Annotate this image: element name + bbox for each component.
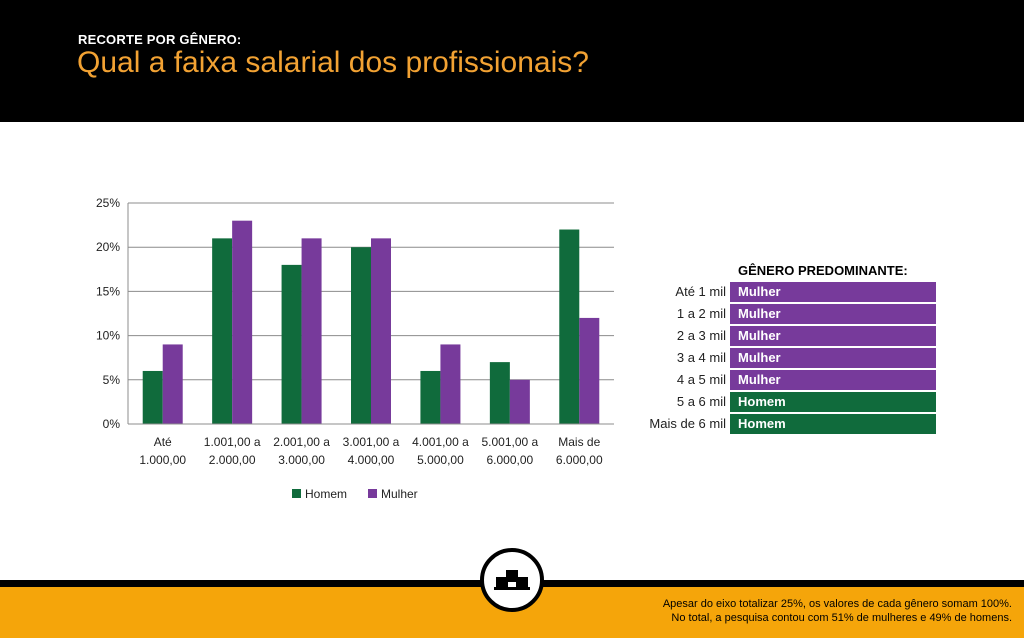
bar-homem	[559, 229, 580, 424]
x-tick-label: 3.001,00 a	[343, 435, 400, 449]
table-row-label: 2 a 3 mil	[676, 328, 726, 343]
footer-note-line-2: No total, a pesquisa contou com 51% de m…	[671, 612, 1012, 624]
salary-bar-chart: 0% 5% 10% 15% 20% 25% Até 1.000,00 1.001,00 a 2.0…	[96, 196, 614, 501]
x-tick-label: 6.000,00	[486, 453, 533, 467]
x-tick-label: 5.001,00 a	[481, 435, 538, 449]
table-row-label: 1 a 2 mil	[676, 306, 726, 321]
x-tick-label: 2.000,00	[209, 453, 256, 467]
bar-mulher	[509, 379, 530, 424]
table-row-label: 4 a 5 mil	[676, 372, 726, 387]
footer-note-line-1: Apesar do eixo totalizar 25%, os valores…	[662, 598, 1012, 610]
section-kicker: RECORTE POR GÊNERO:	[78, 32, 242, 47]
bar-homem	[212, 238, 233, 424]
y-tick-label: 25%	[96, 196, 120, 210]
y-tick-label: 5%	[103, 373, 121, 387]
table-row-value: Mulher	[730, 304, 936, 324]
y-tick-label: 10%	[96, 329, 120, 343]
legend-label-homem: Homem	[305, 487, 347, 501]
x-tick-label: Mais de	[558, 435, 600, 449]
table-row-value: Mulher	[730, 282, 936, 302]
table-row-value: Mulher	[730, 326, 936, 346]
x-tick-label: 5.000,00	[417, 453, 464, 467]
y-tick-label: 0%	[103, 417, 121, 431]
bar-homem	[142, 370, 163, 424]
bar-mulher	[579, 317, 600, 424]
bar-mulher	[162, 344, 183, 424]
table-row-label: 5 a 6 mil	[676, 394, 726, 409]
table-row-value: Mulher	[730, 370, 936, 390]
table-row: Até 1 mil Mulher	[640, 282, 936, 302]
table-row: 5 a 6 mil Homem	[640, 392, 936, 412]
bar-homem	[489, 362, 510, 424]
bar-mulher	[232, 220, 253, 424]
x-tick-label: 4.000,00	[348, 453, 395, 467]
table-row: 4 a 5 mil Mulher	[640, 370, 936, 390]
table-row-label: Até 1 mil	[675, 284, 726, 299]
table-row-value: Homem	[730, 414, 936, 434]
bar-mulher	[301, 238, 322, 424]
table-row: 3 a 4 mil Mulher	[640, 348, 936, 368]
bar-mulher	[440, 344, 461, 424]
legend-swatch-mulher	[368, 489, 377, 498]
bar-homem	[351, 247, 371, 424]
page-title: Qual a faixa salarial dos profissionais?	[77, 46, 589, 79]
table-row: 1 a 2 mil Mulher	[640, 304, 936, 324]
table-row-label: Mais de 6 mil	[649, 416, 726, 431]
legend-label-mulher: Mulher	[381, 487, 418, 501]
table-title: GÊNERO PREDOMINANTE:	[738, 263, 908, 278]
x-tick-label: 2.001,00 a	[273, 435, 330, 449]
bar-homem	[420, 370, 441, 424]
table-row-value: Homem	[730, 392, 936, 412]
bar-homem	[281, 264, 302, 424]
x-tick-label: 6.000,00	[556, 453, 603, 467]
footer-note: Apesar do eixo totalizar 25%, os valores…	[663, 597, 1012, 625]
x-tick-label: 1.000,00	[139, 453, 186, 467]
legend-swatch-homem	[292, 489, 301, 498]
table-row: 2 a 3 mil Mulher	[640, 326, 936, 346]
x-tick-label: 4.001,00 a	[412, 435, 469, 449]
table-row-label: 3 a 4 mil	[676, 350, 726, 365]
x-tick-label: 3.000,00	[278, 453, 325, 467]
podium-icon	[480, 548, 544, 612]
y-tick-label: 15%	[96, 284, 120, 298]
x-tick-label: Até	[154, 435, 172, 449]
x-tick-label: 1.001,00 a	[204, 435, 261, 449]
header-bar	[0, 0, 1024, 122]
table-row: Mais de 6 mil Homem	[640, 414, 936, 434]
y-tick-label: 20%	[96, 240, 120, 254]
bar-mulher	[371, 238, 391, 424]
table-row-value: Mulher	[730, 348, 936, 368]
